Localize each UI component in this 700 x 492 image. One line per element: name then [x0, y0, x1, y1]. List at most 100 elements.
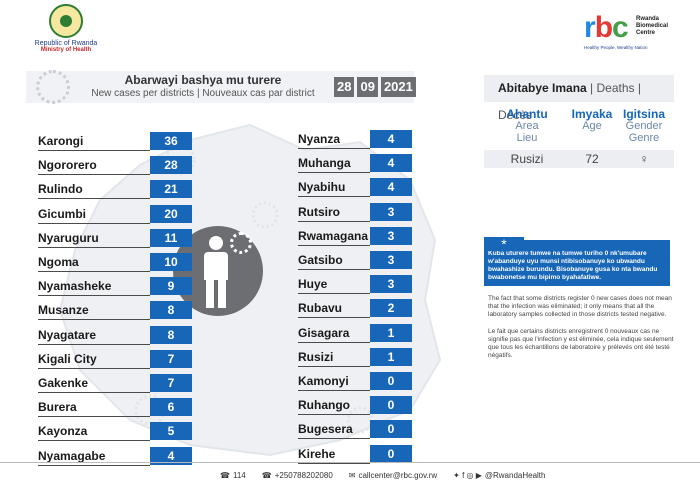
- social-handle: @RwandaHealth: [484, 471, 546, 480]
- row-underline: [38, 271, 150, 272]
- social-icons: ✦ f ◎ ▶: [453, 471, 482, 480]
- row-underline: [38, 319, 150, 321]
- deaths-col-age: Imyaka Age: [570, 108, 614, 144]
- district-name: Rwamagana: [298, 228, 369, 243]
- deaths-col-area: Ahantu Area Lieu: [484, 108, 570, 144]
- district-name: Nyagatare: [38, 327, 97, 342]
- district-name: Rutsiro: [298, 204, 340, 219]
- phone-icon: ☎: [261, 471, 272, 480]
- district-name: Huye: [298, 277, 328, 292]
- row-underline: [298, 172, 370, 174]
- deaths-table: Abitabye Imana | Deaths | Décès Ahantu A…: [484, 75, 674, 168]
- phone-number: +250788202080: [274, 471, 333, 480]
- district-name: Gicumbi: [38, 206, 87, 221]
- row-underline: [298, 365, 370, 367]
- person-head-icon: [209, 236, 223, 250]
- person-leg-icon: [218, 278, 226, 308]
- district-name: Gakenke: [38, 376, 89, 390]
- row-underline: [298, 196, 370, 198]
- date-month: 09: [357, 77, 378, 97]
- district-name: Kigali City: [38, 351, 97, 366]
- district-case-count: 4: [370, 154, 412, 173]
- email-icon: ✉: [348, 471, 356, 480]
- row-underline: [38, 174, 150, 176]
- person-body-icon: [204, 252, 228, 280]
- district-name: Ruhango: [298, 398, 350, 413]
- district-name: Nyamasheke: [38, 279, 112, 294]
- row-underline: [38, 343, 150, 345]
- info-note-en: The fact that some districts register 0 …: [488, 295, 672, 318]
- row-underline: [298, 148, 370, 149]
- rbc-logo: rbc Rwanda Biomedical Centre Healthy Peopl…: [584, 11, 694, 54]
- row-underline: [298, 269, 370, 270]
- asterisk-icon: *: [484, 237, 524, 251]
- rbc-tagline: Healthy People, Wealthy Nation: [584, 45, 648, 50]
- row-underline: [38, 367, 150, 369]
- district-name: Karongi: [38, 134, 84, 148]
- district-name: Rulindo: [38, 182, 83, 197]
- district-name: Nyanza: [298, 132, 341, 146]
- virus-icon: [230, 232, 252, 254]
- deaths-title-translations: | Deaths | Décès: [498, 81, 641, 122]
- district-case-count: 0: [370, 420, 412, 439]
- district-case-count: 3: [370, 202, 412, 221]
- district-case-count: 6: [150, 398, 192, 417]
- moh-country-label: Republic of Rwanda: [34, 40, 98, 47]
- report-date: 28 09 2021: [334, 77, 416, 97]
- district-name: Kamonyi: [298, 374, 349, 388]
- deaths-col-age-rw: Imyaka: [571, 107, 613, 121]
- district-case-count: 1: [370, 323, 412, 342]
- rbc-logo-mark: rbc: [584, 11, 629, 44]
- district-case-count: 3: [370, 275, 412, 294]
- district-name: Burera: [38, 400, 77, 415]
- district-case-count: 4: [370, 178, 412, 197]
- deaths-row-area: Rusizi: [510, 152, 544, 166]
- row-underline: [298, 462, 370, 464]
- district-case-count: 20: [150, 204, 192, 223]
- district-case-count: 11: [150, 228, 192, 247]
- deaths-row-age: 72: [585, 152, 599, 166]
- deaths-row: Rusizi 72 ♀: [484, 150, 674, 168]
- footer-divider: [0, 462, 700, 463]
- district-case-count: 3: [370, 226, 412, 245]
- district-case-count: 10: [150, 253, 192, 271]
- deaths-col-age-en: Age: [582, 120, 602, 132]
- district-name: Ngoma: [38, 255, 79, 269]
- deaths-col-gender-en: Gender: [625, 120, 663, 132]
- district-name: Gatsibo: [298, 253, 343, 267]
- moh-ministry-label: Ministry of Health: [40, 47, 92, 53]
- row-underline: [38, 440, 150, 442]
- person-leg-icon: [206, 278, 214, 308]
- virus-icon: [36, 70, 70, 104]
- date-year: 2021: [380, 77, 416, 97]
- email-address: callcenter@rbc.gov.rw: [358, 471, 438, 480]
- district-name: Nyaruguru: [38, 230, 99, 245]
- rwanda-seal-icon: [49, 4, 83, 38]
- district-case-count: 2: [370, 299, 412, 318]
- row-underline: [298, 317, 370, 319]
- row-underline: [298, 220, 370, 222]
- row-underline: [38, 198, 150, 200]
- district-case-count: 28: [150, 156, 192, 175]
- deaths-column-headers: Ahantu Area Lieu Imyaka Age Igitsina Gen…: [484, 108, 674, 144]
- deaths-col-gender-fr: Genre: [628, 132, 660, 144]
- row-underline: [38, 295, 150, 297]
- footer-contacts: ☎ 114 ☎ +250788202080 ✉ callcenter@rbc.gov.…: [220, 471, 545, 480]
- female-icon: ♀: [639, 152, 649, 166]
- district-name: Musanze: [38, 303, 89, 318]
- deaths-title-rw: Abitabye Imana: [498, 81, 587, 95]
- district-case-count: 21: [150, 180, 192, 199]
- district-case-count: 4: [150, 446, 192, 465]
- info-note: Kuba uturere tumwe na tumwe turiho 0 nk'…: [484, 237, 674, 367]
- title-main: Abarwayi bashya mu turere: [124, 73, 282, 87]
- deaths-header: Abitabye Imana | Deaths | Décès: [484, 75, 674, 122]
- deaths-col-gender: Igitsina Gender Genre: [614, 108, 674, 144]
- phone-icon: ☎: [220, 471, 230, 480]
- row-underline: [298, 414, 370, 416]
- district-name: Rubavu: [298, 301, 343, 316]
- footer-phone: ☎ +250788202080: [262, 471, 333, 480]
- date-day: 28: [334, 77, 355, 97]
- row-underline: [38, 416, 150, 418]
- ministry-of-health-logo: Republic of Rwanda Ministry of Health: [26, 4, 106, 53]
- hotline-number: 114: [232, 471, 246, 480]
